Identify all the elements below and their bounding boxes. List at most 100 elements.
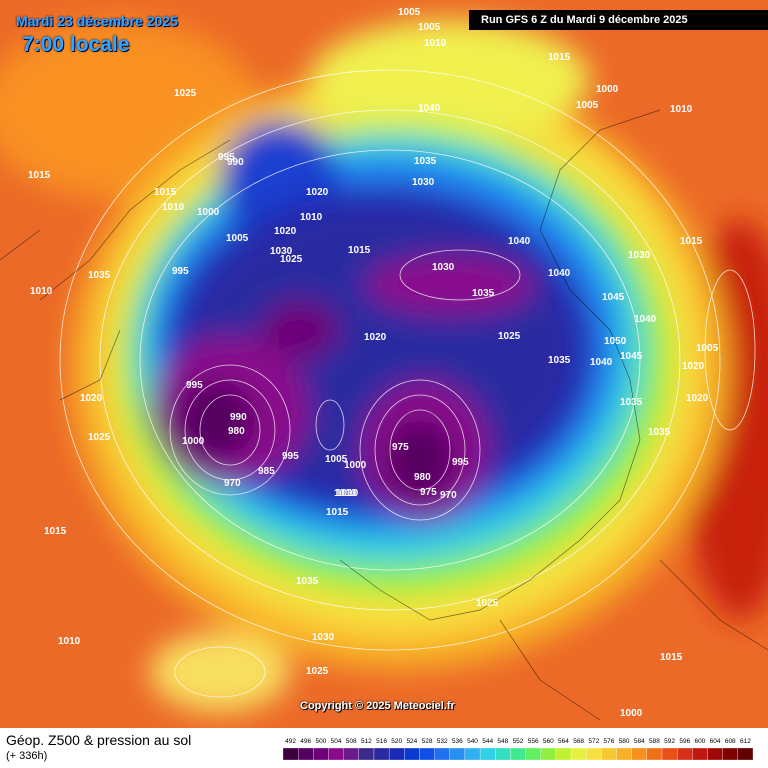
isobar-label: 1040 xyxy=(634,314,657,325)
scale-swatch xyxy=(525,747,541,761)
scale-label: 492 xyxy=(285,738,296,745)
isobar-label: 1035 xyxy=(648,427,671,438)
scale-label: 584 xyxy=(634,738,645,745)
isobar-label: 985 xyxy=(258,466,275,477)
isobar-label: 1050 xyxy=(604,336,627,347)
isobar-label: 1025 xyxy=(174,88,197,99)
isobar-label: 970 xyxy=(224,478,241,489)
isobar-label: 1040 xyxy=(590,357,613,368)
isobar-label: 1045 xyxy=(620,351,643,362)
scale-label: 496 xyxy=(300,738,311,745)
scale-swatch xyxy=(343,747,359,761)
scale-swatch xyxy=(404,747,420,761)
isobar-label: 1000 xyxy=(344,460,367,471)
isobar-label: 1005 xyxy=(226,233,249,244)
isobar-label: 1015 xyxy=(348,245,371,256)
scale-label: 528 xyxy=(422,738,433,745)
isobar-label: 1010 xyxy=(162,202,185,213)
scale-label: 580 xyxy=(619,738,630,745)
local-time: 7:00 locale xyxy=(22,33,130,56)
scale-label: 608 xyxy=(725,738,736,745)
isobar-label: 995 xyxy=(218,152,235,163)
isobar-label: 1010 xyxy=(300,212,323,223)
isobar-label: 1025 xyxy=(280,254,303,265)
isobar-label: 1020 xyxy=(80,393,103,404)
isobar-label: 1010 xyxy=(670,104,693,115)
scale-swatch xyxy=(373,747,390,761)
scale-label: 540 xyxy=(467,738,478,745)
isobar-label: 1005 xyxy=(325,454,348,465)
isobar-label: 1035 xyxy=(414,156,437,167)
scale-swatch xyxy=(722,747,738,761)
scale-label: 504 xyxy=(331,738,342,745)
isobar-label: 1030 xyxy=(412,177,435,188)
scale-swatch xyxy=(282,747,299,761)
scale-swatch xyxy=(601,747,617,761)
scale-swatch xyxy=(479,747,496,761)
scale-label: 600 xyxy=(695,738,706,745)
scale-label: 588 xyxy=(649,738,660,745)
isobar-label: 1035 xyxy=(472,288,495,299)
footer: Géop. Z500 & pression au sol (+ 336h) 49… xyxy=(0,728,768,768)
isobar-label: 980 xyxy=(414,472,431,483)
isobar-label: 1040 xyxy=(418,103,441,114)
valid-date: Mardi 23 décembre 2025 xyxy=(16,13,178,29)
isobar-label: 975 xyxy=(392,442,409,453)
isobar-label: 1010 xyxy=(334,488,357,499)
isobar-label: 1005 xyxy=(418,22,441,33)
scale-label: 568 xyxy=(573,738,584,745)
scale-swatch xyxy=(419,747,435,761)
isobar-label: 975 xyxy=(420,487,437,498)
isobar-label: 970 xyxy=(440,490,457,501)
scale-swatch xyxy=(510,747,526,761)
scale-label: 572 xyxy=(588,738,599,745)
isobar-label: 1040 xyxy=(548,268,571,279)
scale-label: 564 xyxy=(558,738,569,745)
isobar-label: 1020 xyxy=(682,361,705,372)
scale-label: 524 xyxy=(406,738,417,745)
scale-swatch xyxy=(298,747,314,761)
isobar-label: 1035 xyxy=(620,397,643,408)
isobar-label: 1045 xyxy=(602,292,625,303)
isobar-label: 995 xyxy=(282,451,299,462)
isobar-label: 1025 xyxy=(88,432,111,443)
scale-label: 512 xyxy=(361,738,372,745)
isobar-label: 995 xyxy=(172,266,189,277)
scale-swatch xyxy=(540,747,557,761)
footer-title: Géop. Z500 & pression au sol xyxy=(6,732,192,748)
isobar-label: 1020 xyxy=(364,332,387,343)
scale-label: 596 xyxy=(679,738,690,745)
scale-label: 532 xyxy=(437,738,448,745)
isobar-label: 1040 xyxy=(508,236,531,247)
isobar-label: 1005 xyxy=(398,7,421,18)
isobar-label: 1035 xyxy=(548,355,571,366)
isobar-label: 1000 xyxy=(182,436,205,447)
scale-label: 576 xyxy=(604,738,615,745)
isobar-label: 1025 xyxy=(498,331,521,342)
scale-label: 516 xyxy=(376,738,387,745)
isobars xyxy=(59,69,756,698)
forecast-lead: (+ 336h) xyxy=(6,750,48,762)
scale-swatch xyxy=(661,747,678,761)
scale-swatch xyxy=(737,747,754,761)
scale-swatch xyxy=(495,747,511,761)
scale-swatch xyxy=(646,747,663,761)
isobar-label: 995 xyxy=(452,457,469,468)
scale-label: 508 xyxy=(346,738,357,745)
scale-label: 548 xyxy=(497,738,508,745)
isobar-label: 1000 xyxy=(620,708,643,719)
scale-swatch xyxy=(692,747,708,761)
isobar-label: 1035 xyxy=(296,576,319,587)
isobar-label: 1015 xyxy=(660,652,683,663)
isobar-label: 1035 xyxy=(88,270,111,281)
isobar-label: 1020 xyxy=(274,226,297,237)
coastlines xyxy=(0,109,768,721)
isobar-label: 1015 xyxy=(680,236,703,247)
isobar-label: 1015 xyxy=(548,52,571,63)
isobar-label: 1015 xyxy=(28,170,51,181)
isobar-label: 1030 xyxy=(270,246,293,257)
scale-label: 552 xyxy=(513,738,524,745)
isobar-label: 990 xyxy=(227,157,244,168)
